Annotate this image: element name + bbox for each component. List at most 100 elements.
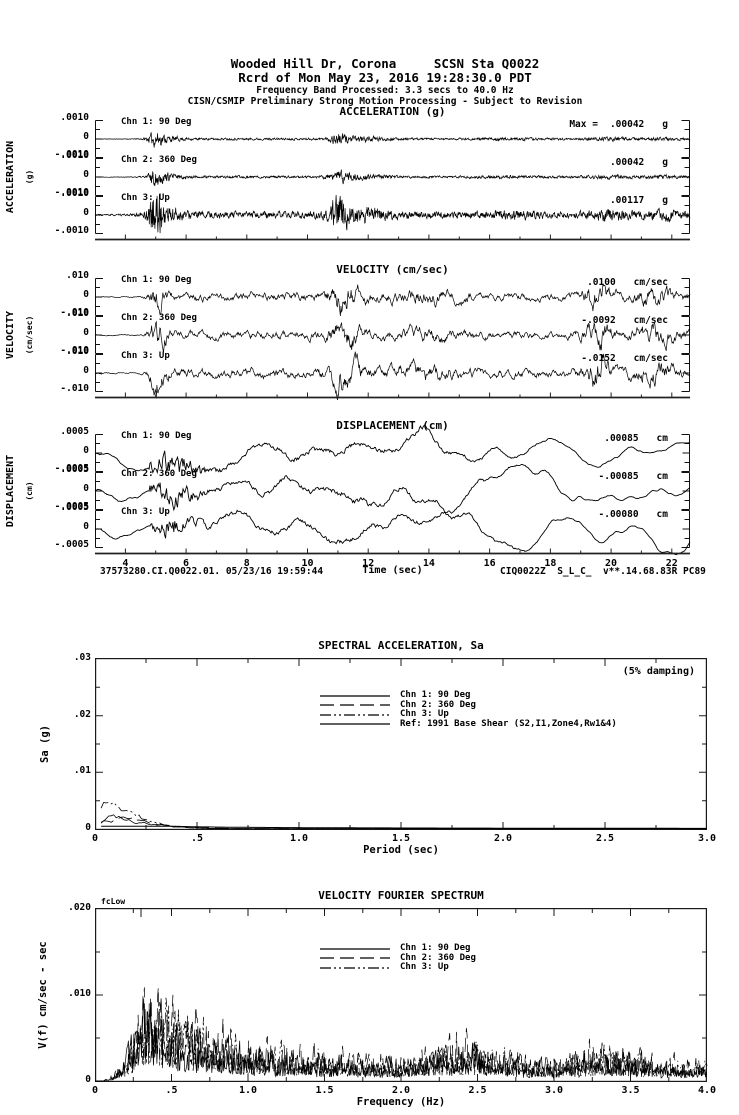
record-id-footer: 37573280.CI.Q0022.01. 05/23/16 19:59:44 [100, 566, 324, 577]
fc-low-annotation: fcLow [101, 897, 126, 906]
legend-entry: Chn 1: 90 Deg [318, 944, 476, 954]
sa-x-tick-label: 2.0 [493, 833, 513, 844]
axis-ticks [124, 392, 673, 397]
y-tick-label: .0010 [60, 112, 89, 123]
sa-curve [100, 801, 707, 830]
seismogram-trace [94, 169, 691, 187]
sa-legend: Chn 1: 90 Deg Chn 2: 360 Deg Chn 3: Up Ref:… [318, 691, 617, 729]
seismogram-trace [94, 424, 691, 475]
velocity_time_series-waveform-chn2 [94, 316, 691, 354]
plot-frame [95, 908, 707, 1083]
max-value: .00042 [609, 119, 645, 130]
channel-label: Chn 2: 360 Deg [121, 313, 197, 323]
y-tick-label: -.0005 [54, 501, 89, 512]
sa-x-tick-label: 2.5 [595, 833, 615, 844]
sa-plot [95, 658, 707, 831]
fourier-x-tick-label: 3.0 [544, 1085, 564, 1096]
seismogram-trace [94, 463, 691, 514]
seismogram-trace [94, 194, 691, 234]
max-value: -.0152 [581, 353, 616, 364]
processing-note: CISN/CSMIP Preliminary Strong Motion Pro… [187, 96, 583, 107]
max-value: .00117 [609, 195, 645, 206]
max-amplitude-label: .00117 g [610, 196, 668, 206]
axis-ticks [124, 234, 673, 239]
max-value: -.00085 [598, 471, 639, 482]
acceleration-y-axis-label: ACCELERATION [5, 140, 16, 214]
legend-label: Chn 3: Up [400, 709, 449, 720]
record-datetime: Rcrd of Mon May 23, 2016 19:28:30.0 PDT [238, 70, 532, 85]
acceleration_time_series-waveform-chn1 [95, 120, 691, 158]
max-value: .0100 [587, 277, 616, 288]
plot-frame [95, 658, 707, 831]
max-units: cm [656, 471, 668, 482]
left-bracket [95, 354, 103, 392]
y-tick-label: 0 [83, 365, 89, 376]
y-tick-label: 0 [83, 521, 89, 532]
channel-label: Chn 1: 90 Deg [121, 117, 192, 127]
fourier-spectrum-title: VELOCITY FOURIER SPECTRUM [318, 889, 484, 902]
right-bracket [681, 510, 690, 548]
displacement-y-axis-label: DISPLACEMENT [5, 454, 16, 528]
right-bracket [681, 196, 690, 234]
sa-y-tick-label: .01 [73, 765, 91, 777]
legend-line-sample [320, 957, 390, 959]
channel-label: Chn 3: Up [121, 507, 170, 517]
y-tick-label: .0005 [60, 502, 89, 513]
legend-line-sample [320, 948, 390, 950]
legend-label: Chn 2: 360 Deg [400, 952, 476, 963]
time-tick-label: 20 [605, 558, 618, 569]
legend-label: Chn 2: 360 Deg [400, 699, 476, 710]
fourier-x-tick-label: 3.5 [621, 1085, 640, 1096]
velocity_time_series-waveform-chn1 [94, 278, 691, 317]
time-tick-label: 14 [422, 558, 435, 569]
time-tick-label: 6 [183, 558, 190, 569]
y-tick-label: .0005 [60, 464, 89, 475]
y-tick-label: .010 [66, 346, 89, 357]
legend-label: Chn 1: 90 Deg [400, 690, 471, 701]
channel-label: Chn 2: 360 Deg [121, 469, 197, 479]
fourier-x-tick-label: 2.5 [468, 1085, 487, 1096]
right-bracket [681, 316, 690, 354]
time-tick-label: 8 [243, 558, 250, 569]
fourier-y-tick-label: .020 [68, 902, 91, 913]
sa-x-tick-label: 1.5 [391, 833, 411, 844]
y-tick-label: .0010 [60, 150, 89, 161]
sa-y-tick-label: .03 [73, 652, 91, 663]
time-tick-label: 4 [122, 558, 129, 569]
max-amplitude-label: .00085 cm [604, 434, 668, 444]
fourier-plot [95, 908, 708, 1083]
legend-label: Chn 3: Up [400, 962, 449, 973]
legend-entry: Chn 2: 360 Deg [318, 952, 476, 964]
y-tick-label: 0 [83, 483, 89, 494]
max-amplitude-label: -.00080 cm [599, 510, 669, 520]
max-amplitude-label: -.00085 cm [599, 472, 669, 482]
fourier-legend: Chn 1: 90 Deg Chn 2: 360 Deg Chn 3: Up [318, 944, 476, 973]
report-header: Wooded Hill Dr, Corona SCSN Sta Q0022 Rc… [0, 57, 739, 108]
velocity-y-axis-label: VELOCITY [5, 310, 16, 360]
sa-y-tick-label: .02 [73, 708, 91, 720]
channel-label: Chn 3: Up [121, 351, 170, 361]
legend-line-sample [320, 967, 390, 969]
max-units: cm [656, 509, 668, 520]
displacement-group-title: DISPLACEMENT (cm) [336, 419, 449, 432]
left-bracket [95, 472, 103, 510]
legend-entry: Chn 3: Up [318, 710, 617, 720]
legend-entry: Chn 1: 90 Deg [318, 691, 617, 701]
spectral-acceleration-title: SPECTRAL ACCELERATION, Sa [318, 639, 484, 652]
y-tick-label: .010 [66, 308, 89, 319]
frame-ticks [96, 659, 706, 829]
fourier-y-tick-label: 0 [85, 1074, 91, 1085]
fourier-x-tick-label: 4.0 [697, 1085, 717, 1096]
acceleration_time_series-waveform-chn3 [94, 194, 691, 234]
time-tick-label: 18 [544, 558, 557, 569]
fourier-x-tick-label: .5 [165, 1085, 178, 1096]
displacement_time_series-time-axis [95, 548, 690, 555]
frequency-band-note: Frequency Band Processed: 3.3 secs to 40… [256, 85, 514, 96]
displacement_time_series-waveform-chn2 [94, 463, 691, 514]
sa-x-tick-label: 0 [91, 833, 99, 844]
frame-ticks [96, 909, 706, 1081]
y-tick-label: -.0010 [54, 149, 89, 160]
fourier-x-tick-label: 1.0 [238, 1085, 258, 1096]
channel-label: Chn 1: 90 Deg [121, 431, 192, 441]
legend-label: Ref: 1991 Base Shear (S2,I1,Zone4,Rw1&4) [400, 718, 617, 729]
